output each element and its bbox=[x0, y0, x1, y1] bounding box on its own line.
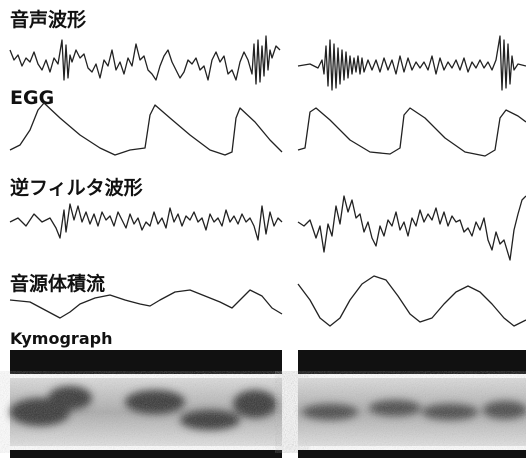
label-inverse: 逆フィルタ波形 bbox=[10, 176, 143, 199]
egg-wave-right bbox=[298, 108, 526, 156]
label-speech: 音声波形 bbox=[10, 8, 86, 31]
kymograph-left bbox=[10, 350, 282, 458]
speech-wave-right bbox=[298, 36, 526, 90]
figure: 音声波形 EGG 逆フィルタ波形 音源体積流 Kymograph bbox=[0, 0, 526, 458]
flow-wave-right bbox=[298, 276, 526, 326]
inverse-wave-right bbox=[298, 196, 526, 260]
label-kymograph: Kymograph bbox=[10, 329, 112, 348]
label-flow: 音源体積流 bbox=[10, 272, 105, 295]
egg-wave-left bbox=[10, 103, 282, 155]
speech-wave-left bbox=[10, 36, 280, 84]
kymograph-right bbox=[298, 350, 526, 458]
inverse-wave-left bbox=[10, 204, 282, 240]
